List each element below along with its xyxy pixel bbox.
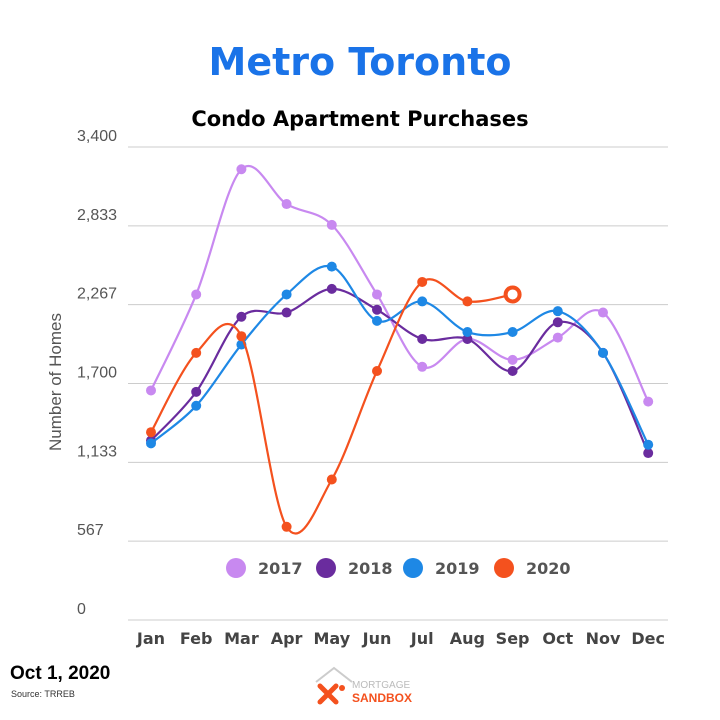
- legend-item-2017: 2017: [226, 558, 303, 578]
- legend: 2017 2018 2019 2020: [226, 558, 571, 578]
- y-tick-label: 2,833: [77, 207, 117, 224]
- report-date: Oct 1, 2020: [10, 663, 111, 684]
- mortgage-sandbox-logo: MORTGAGE SANDBOX: [315, 666, 412, 705]
- legend-label-2018: 2018: [348, 559, 393, 578]
- legend-item-2020: 2020: [494, 558, 571, 578]
- legend-swatch-2020: [494, 558, 514, 578]
- x-tick-label: Jun: [362, 629, 392, 648]
- series-line-2017: [150, 165, 650, 403]
- data-point-2018-apr: [281, 307, 292, 318]
- data-point-2019-apr: [281, 289, 292, 300]
- legend-item-2019: 2019: [403, 558, 480, 578]
- data-point-2019-aug: [462, 327, 473, 338]
- data-point-2019-oct: [552, 306, 563, 317]
- data-point-2020-jul: [417, 276, 428, 287]
- data-point-2019-nov: [598, 347, 608, 358]
- data-point-2019-jul: [417, 296, 428, 307]
- data-point-2020-feb: [191, 347, 202, 358]
- data-point-2018-feb: [191, 386, 202, 397]
- data-point-2018-may: [326, 283, 337, 294]
- data-point-2019-may: [326, 261, 337, 272]
- y-tick-label: 3,400: [77, 128, 117, 145]
- y-tick-label: 567: [77, 522, 104, 539]
- data-point-2017-nov: [598, 307, 608, 318]
- data-point-2017-jan: [146, 385, 156, 396]
- y-tick-label: 1,133: [77, 443, 117, 460]
- legend-swatch-2018: [316, 558, 336, 578]
- latest-point-marker: [503, 285, 522, 304]
- x-tick-label: Sep: [496, 629, 530, 648]
- x-tick-label: Apr: [271, 629, 303, 648]
- data-point-2017-sep: [507, 354, 518, 365]
- data-point-2019-dec: [643, 439, 654, 450]
- legend-label-2020: 2020: [526, 559, 571, 578]
- legend-swatch-2017: [226, 558, 246, 578]
- source-note: Source: TRREB: [11, 689, 75, 699]
- x-tick-label: Dec: [631, 629, 665, 648]
- y-tick-label: 2,267: [77, 286, 117, 303]
- data-point-2019-jun: [372, 315, 382, 326]
- logo-line1: MORTGAGE: [352, 680, 410, 691]
- data-point-2018-sep: [507, 365, 518, 376]
- legend-label-2019: 2019: [435, 559, 480, 578]
- x-tick-label: Jan: [136, 629, 165, 648]
- x-tick-label: May: [313, 629, 350, 648]
- y-axis-label: Number of Homes: [46, 313, 65, 451]
- x-tick-labels: Jan Feb Mar Apr May Jun Jul Aug Sep Oct Nov Dec: [136, 629, 665, 648]
- data-point-2020-mar: [236, 331, 247, 342]
- series-line-2020: [150, 278, 513, 535]
- data-point-2019-feb: [191, 400, 202, 411]
- data-point-2017-mar: [236, 164, 247, 175]
- x-tick-label: Feb: [180, 629, 213, 648]
- series-2019: [146, 261, 654, 450]
- x-tick-label: Jul: [410, 629, 434, 648]
- series-line-2019: [150, 264, 650, 446]
- data-point-2017-jul: [417, 361, 428, 372]
- data-point-2017-jun: [372, 289, 382, 300]
- data-point-2020-may: [326, 474, 337, 485]
- data-point-2017-feb: [191, 289, 202, 300]
- x-tick-label: Oct: [542, 629, 573, 648]
- y-tick-label: 1,700: [77, 365, 117, 382]
- legend-item-2018: 2018: [316, 558, 393, 578]
- gridlines: [128, 146, 668, 621]
- chart-subtitle: Condo Apartment Purchases: [191, 107, 528, 131]
- data-point-2019-sep: [507, 327, 518, 338]
- series-2020: [146, 276, 522, 535]
- data-point-2020-jan: [146, 427, 156, 438]
- data-point-2018-mar: [236, 311, 247, 322]
- data-point-2018-dec: [643, 448, 654, 459]
- data-point-2017-apr: [281, 199, 292, 210]
- x-tick-label: Mar: [224, 629, 259, 648]
- data-point-2018-jul: [417, 333, 428, 344]
- data-point-2017-may: [326, 219, 337, 230]
- series-2017: [146, 164, 654, 407]
- legend-label-2017: 2017: [258, 559, 303, 578]
- data-point-2019-jan: [146, 438, 156, 449]
- x-tick-label: Nov: [586, 629, 621, 648]
- data-point-2017-oct: [552, 332, 563, 343]
- y-tick-label: 0: [77, 601, 86, 618]
- page-title: Metro Toronto: [209, 40, 512, 84]
- logo-line2: SANDBOX: [352, 691, 412, 705]
- data-point-2018-jun: [372, 304, 382, 315]
- data-point-2020-aug: [462, 296, 473, 307]
- data-point-2018-oct: [552, 317, 563, 328]
- logo-x-mark-icon: [317, 683, 345, 705]
- legend-swatch-2019: [403, 558, 423, 578]
- data-point-2020-jun: [372, 365, 382, 376]
- data-point-2017-dec: [643, 396, 654, 407]
- series-line-2018: [150, 287, 650, 454]
- data-point-2020-apr: [281, 521, 292, 532]
- y-tick-labels: 0 567 1,133 1,700 2,267 2,833 3,400: [77, 128, 117, 618]
- data-point-2018-aug: [462, 333, 473, 344]
- x-tick-label: Aug: [450, 629, 485, 648]
- series-lines: [146, 164, 654, 535]
